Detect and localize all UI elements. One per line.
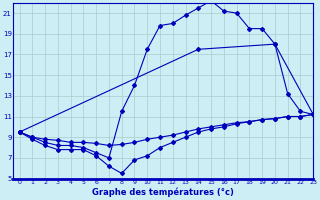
X-axis label: Graphe des températures (°c): Graphe des températures (°c) [92,188,234,197]
